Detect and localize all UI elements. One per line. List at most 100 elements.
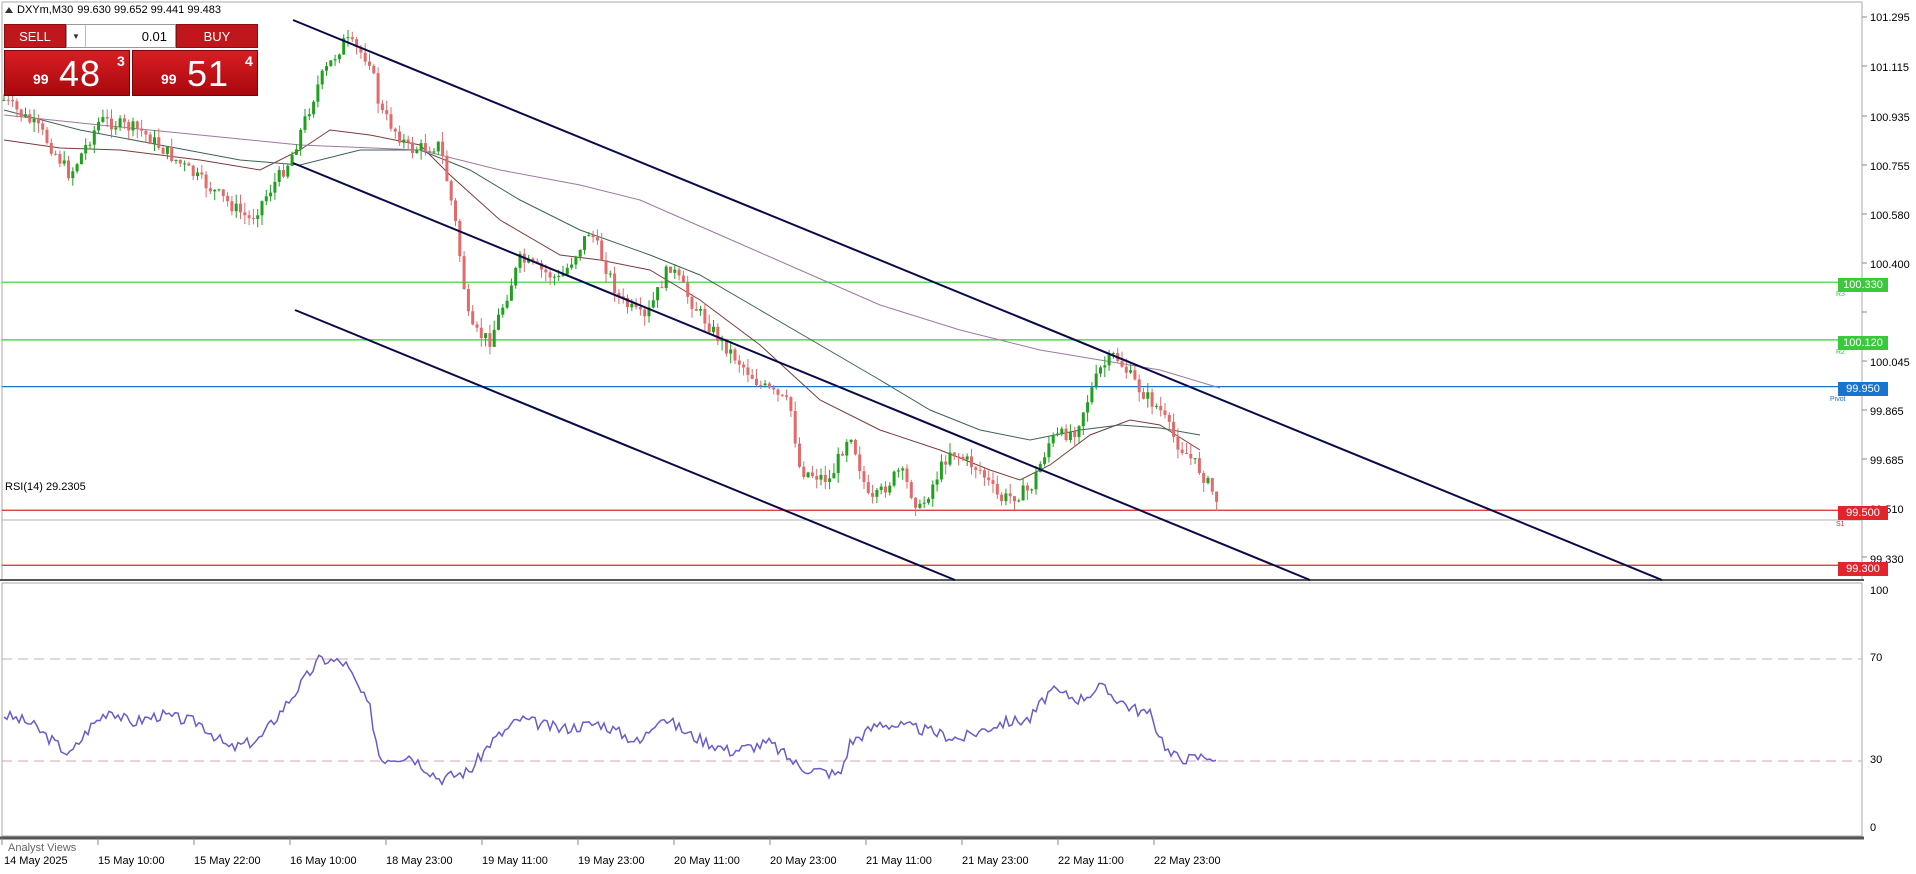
time-axis-label: 21 May 23:00	[962, 855, 1029, 867]
candle-body	[1163, 410, 1167, 415]
candle-body	[935, 479, 939, 485]
price-axis-label: 100.400	[1870, 259, 1910, 271]
analyst-views-tab[interactable]: Analyst Views	[8, 842, 77, 854]
sell-button[interactable]: SELL	[4, 24, 66, 48]
buy-price-button[interactable]: 99 51 4	[132, 50, 258, 96]
candle-body	[871, 492, 875, 497]
candle-body	[1185, 452, 1188, 454]
candle-body	[445, 155, 449, 182]
candle-body	[888, 485, 892, 493]
time-axis-label: 22 May 23:00	[1154, 855, 1221, 867]
candle-body	[79, 153, 83, 165]
candle-body	[294, 149, 298, 155]
candle-body	[239, 203, 242, 213]
candle-body	[677, 269, 681, 276]
lot-size-field[interactable]: ▼ 0.01	[66, 24, 176, 48]
candle-body	[699, 308, 703, 311]
candle-body	[217, 189, 221, 191]
candle-body	[75, 164, 79, 172]
candle-body	[634, 303, 638, 308]
sell-price-button[interactable]: 99 48 3	[4, 50, 130, 96]
candle-body	[256, 215, 260, 219]
candle-body	[92, 130, 96, 145]
lot-dropdown-icon[interactable]: ▼	[67, 25, 86, 47]
candle-body	[316, 84, 320, 102]
candle-body	[234, 203, 238, 212]
candle-body	[742, 364, 746, 368]
candle-body	[497, 314, 500, 330]
candle-body	[755, 378, 758, 386]
candle-body	[746, 367, 750, 375]
candle-body	[1099, 367, 1102, 374]
candle-body	[763, 383, 767, 386]
candle-body	[342, 38, 346, 55]
time-axis-label: 20 May 11:00	[674, 855, 740, 867]
candle-body	[548, 272, 552, 278]
candle-body	[729, 349, 733, 354]
candle-body	[664, 266, 668, 288]
candle-body	[1167, 414, 1171, 422]
candle-body	[991, 480, 995, 484]
collapse-triangle-icon[interactable]	[5, 7, 13, 13]
price-axis-label: 101.295	[1870, 12, 1910, 24]
candle-body	[226, 195, 230, 202]
candle-body	[626, 297, 629, 308]
candle-body	[230, 201, 234, 212]
candle-body	[1202, 473, 1206, 483]
candle-body	[961, 456, 965, 460]
candle-body	[866, 482, 870, 493]
candle-body	[432, 151, 436, 153]
candle-body	[393, 128, 397, 132]
candle-body	[660, 287, 664, 289]
candle-body	[819, 474, 823, 480]
candle-body	[67, 160, 70, 179]
candle-body	[845, 442, 849, 456]
candle-body	[359, 47, 363, 53]
rsi-title: RSI(14) 29.2305	[5, 481, 86, 493]
candle-body	[793, 410, 797, 444]
candle-body	[1000, 494, 1004, 502]
sell-price-prefix: 99	[33, 71, 49, 87]
moving-average-medium	[3, 109, 1201, 441]
candle-body	[1090, 387, 1094, 403]
candle-body	[978, 469, 982, 471]
candle-body	[884, 486, 887, 493]
candle-body	[11, 99, 15, 102]
candle-body	[518, 253, 522, 268]
candle-body	[1120, 360, 1124, 367]
candle-body	[282, 169, 285, 177]
candle-body	[514, 267, 518, 286]
trend-channel	[292, 19, 1663, 581]
candle-body	[1086, 402, 1090, 413]
candle-body	[204, 174, 208, 189]
rsi-axis-label: 30	[1870, 754, 1883, 766]
time-axis-label: 14 May 2025	[4, 855, 68, 867]
chart-header: DXYm,M30 99.630 99.652 99.441 99.483	[5, 4, 221, 16]
candle-body	[1038, 464, 1042, 473]
candle-body	[264, 196, 268, 202]
candle-body	[832, 473, 836, 479]
candle-body	[299, 129, 303, 150]
candle-body	[544, 269, 548, 273]
candle-body	[247, 215, 251, 219]
candle-body	[815, 476, 819, 480]
candle-body	[716, 326, 720, 342]
candle-body	[780, 394, 784, 396]
lot-size-value[interactable]: 0.01	[141, 28, 167, 44]
candle-body	[62, 160, 66, 164]
price-axis-label: 100.935	[1870, 112, 1910, 124]
candle-body	[1154, 405, 1158, 407]
time-axis-label: 21 May 11:00	[866, 855, 932, 867]
candle-body	[165, 146, 169, 154]
candle-body	[772, 387, 776, 390]
candle-body	[1051, 435, 1055, 444]
candle-body	[922, 502, 926, 504]
candle-body	[2, 99, 6, 101]
candle-body	[1137, 379, 1141, 393]
candle-body	[131, 121, 135, 131]
candle-body	[970, 456, 973, 468]
level-tag-s1: S1	[1836, 521, 1845, 528]
buy-button[interactable]: BUY	[176, 24, 258, 48]
candle-body	[875, 489, 879, 497]
